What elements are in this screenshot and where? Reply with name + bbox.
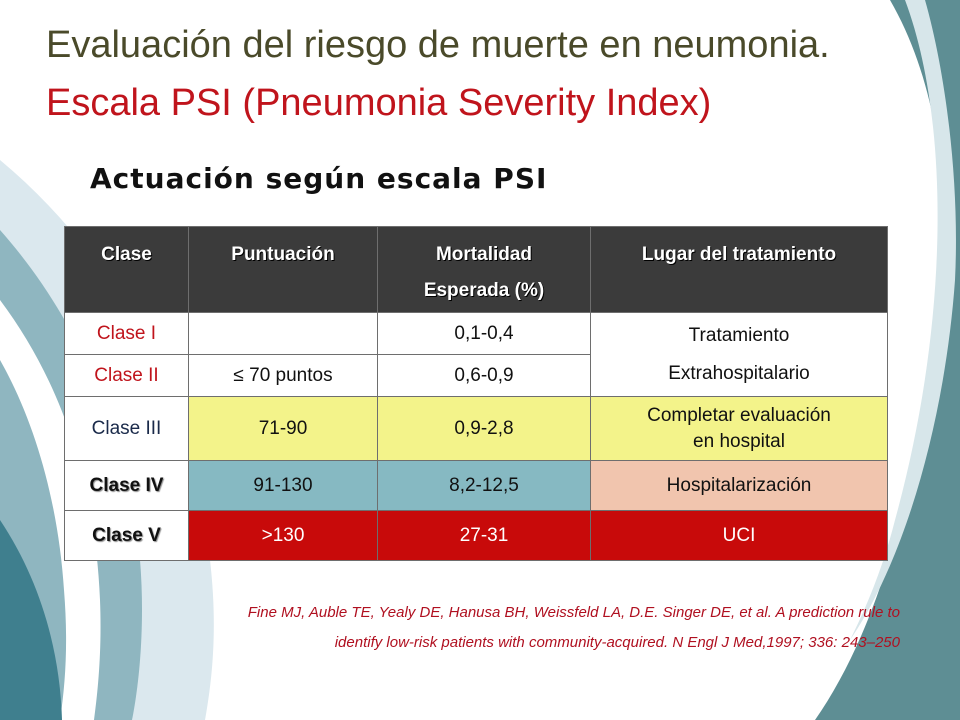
cell-lugar: Completar evaluación en hospital xyxy=(590,396,888,461)
cell-lugar: UCI xyxy=(590,510,888,561)
psi-table: Clase Puntuación Mortalidad Esperada (%)… xyxy=(64,226,888,561)
header-mortalidad-line2: Esperada (%) xyxy=(423,280,545,301)
cell-puntuacion: 71-90 xyxy=(188,396,378,461)
header-mortalidad: Mortalidad Esperada (%) xyxy=(377,226,591,313)
cell-mortalidad: 27-31 xyxy=(377,510,591,561)
citation-line1: Fine MJ, Auble TE, Yealy DE, Hanusa BH, … xyxy=(247,604,900,621)
cell-clase: Clase IV xyxy=(64,460,189,511)
slide-title-line2: Escala PSI (Pneumonia Severity Index) xyxy=(46,82,712,124)
table-row: Clase V >130 27-31 UCI xyxy=(64,510,888,561)
bottom-left-dark-swoosh xyxy=(0,520,62,720)
slide-subtitle: Actuación según escala PSI xyxy=(90,162,548,195)
cell-lugar-merged: Tratamiento Extrahospitalario xyxy=(590,312,888,397)
cell-clase: Clase V xyxy=(64,510,189,561)
cell-puntuacion xyxy=(188,312,378,355)
cell-puntuacion: 91-130 xyxy=(188,460,378,511)
left-white-band xyxy=(0,300,101,720)
table-row: Clase II ≤ 70 puntos 0,6-0,9 xyxy=(64,354,888,397)
header-puntuacion: Puntuación xyxy=(188,226,378,313)
lugar-merged-line2: Extrahospitalario xyxy=(668,362,810,384)
header-lugar: Lugar del tratamiento xyxy=(590,226,888,313)
cell-puntuacion: ≤ 70 puntos xyxy=(188,354,378,397)
header-mortalidad-line1: Mortalidad xyxy=(435,244,533,265)
cell-mortalidad: 0,6-0,9 xyxy=(377,354,591,397)
cell-puntuacion: >130 xyxy=(188,510,378,561)
cell-clase: Clase II xyxy=(64,354,189,397)
puntuacion-text: 70 puntos xyxy=(249,364,333,386)
lugar-line2: en hospital xyxy=(693,430,785,452)
lugar-line1: Completar evaluación xyxy=(647,404,831,426)
cell-mortalidad: 0,9-2,8 xyxy=(377,396,591,461)
slide-title-line1: Evaluación del riesgo de muerte en neumo… xyxy=(46,24,830,66)
cell-lugar: Hospitalarización xyxy=(590,460,888,511)
cell-clase: Clase I xyxy=(64,312,189,355)
cell-clase: Clase III xyxy=(64,396,189,461)
header-clase: Clase xyxy=(64,226,189,313)
cell-mortalidad: 8,2-12,5 xyxy=(377,460,591,511)
table-row: Clase IV 91-130 8,2-12,5 Hospitalarizaci… xyxy=(64,460,888,511)
lugar-merged-line1: Tratamiento xyxy=(688,324,790,346)
table-row: Clase III 71-90 0,9-2,8 Completar evalua… xyxy=(64,396,888,461)
citation-line2: identify low-risk patients with communit… xyxy=(334,634,900,651)
less-equal-symbol: ≤ xyxy=(233,364,244,386)
table-header-row: Clase Puntuación Mortalidad Esperada (%)… xyxy=(64,226,888,313)
top-right-light-swoosh xyxy=(850,0,956,640)
top-right-teal-swoosh xyxy=(815,0,960,720)
cell-mortalidad: 0,1-0,4 xyxy=(377,312,591,355)
table-row: Clase I 0,1-0,4 Tratamiento Extrahospita… xyxy=(64,312,888,397)
